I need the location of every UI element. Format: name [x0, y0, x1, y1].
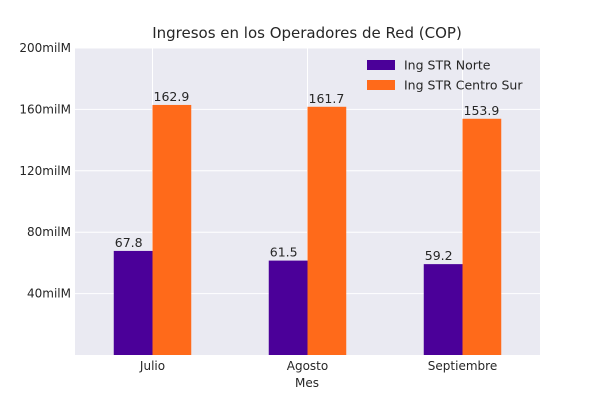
legend-label: Ing STR Centro Sur	[404, 78, 523, 93]
y-tick-label: 200milM	[19, 41, 71, 55]
legend: Ing STR Norte Ing STR Centro Sur	[367, 58, 523, 93]
x-tick-label: Agosto	[287, 359, 328, 373]
bar	[152, 104, 192, 355]
bar-value-label: 153.9	[464, 103, 500, 118]
x-tick-label: Julio	[139, 359, 165, 373]
legend-label: Ing STR Norte	[404, 58, 491, 73]
y-tick-label: 40milM	[27, 287, 71, 301]
bars	[113, 104, 502, 356]
y-tick-label: 80milM	[27, 225, 71, 239]
bar-value-label: 161.7	[309, 91, 345, 106]
bar	[423, 264, 463, 355]
bar-value-label: 61.5	[270, 245, 298, 260]
chart-title: Ingresos en los Operadores de Red (COP)	[152, 24, 462, 42]
bar-value-label: 67.8	[115, 235, 143, 250]
x-tick-label: Septiembre	[428, 359, 497, 373]
bar-value-label: 162.9	[154, 89, 190, 104]
bar	[462, 118, 502, 356]
bar	[307, 106, 347, 355]
x-axis-label: Mes	[295, 376, 319, 390]
bar-value-label: 59.2	[425, 248, 453, 263]
y-axis-ticks: 40milM 80milM 120milM 160milM 200milM	[19, 41, 71, 301]
legend-swatch	[367, 80, 395, 90]
bar	[268, 260, 308, 355]
x-axis-ticks: Julio Agosto Septiembre	[139, 359, 497, 373]
bar-labels: 67.8 162.9 61.5 161.7 59.2 153.9	[115, 89, 500, 263]
bar	[113, 250, 153, 355]
legend-swatch	[367, 60, 395, 70]
y-tick-label: 160milM	[19, 102, 71, 116]
y-tick-label: 120milM	[19, 164, 71, 178]
